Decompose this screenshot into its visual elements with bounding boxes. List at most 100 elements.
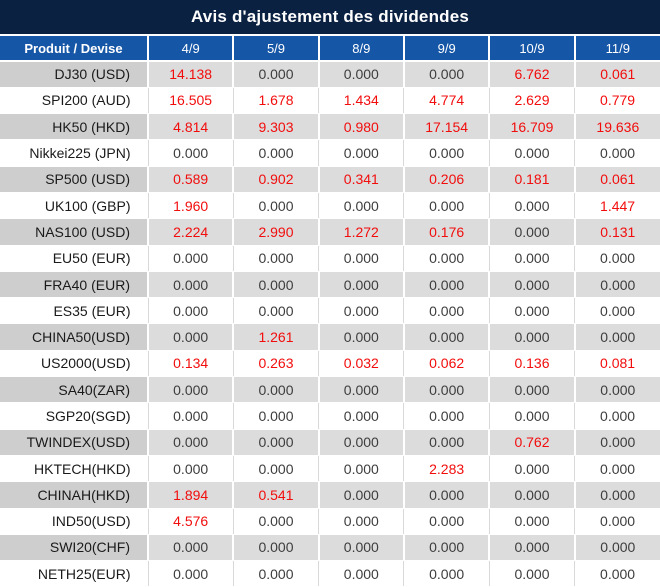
value-cell: 0.061 xyxy=(574,61,660,88)
table-body: DJ30 (USD) 14.138 0.000 0.000 0.000 6.762 0.06… xyxy=(0,61,660,587)
table-row: HKTECH(HKD) 0.000 0.000 0.000 2.283 0.000 0.00… xyxy=(0,455,660,483)
value-cell: 0.000 xyxy=(403,508,490,535)
value-cell: 0.000 xyxy=(489,560,576,587)
value-cell: 0.000 xyxy=(574,455,660,483)
value-cell: 0.000 xyxy=(233,61,320,88)
value-cell: 0.000 xyxy=(574,508,660,535)
column-header-date-1: 4/9 xyxy=(148,36,235,62)
value-cell: 0.000 xyxy=(574,481,660,509)
product-cell: HK50 (HKD) xyxy=(0,113,149,141)
value-cell: 0.000 xyxy=(403,139,490,167)
value-cell: 0.000 xyxy=(403,429,491,456)
value-cell: 0.061 xyxy=(574,166,660,193)
value-cell: 2.224 xyxy=(148,218,235,246)
value-cell: 0.000 xyxy=(489,271,576,299)
value-cell: 2.990 xyxy=(233,218,320,246)
value-cell: 6.762 xyxy=(489,61,576,88)
value-cell: 0.000 xyxy=(148,323,235,351)
value-cell: 0.000 xyxy=(148,139,234,167)
value-cell: 0.000 xyxy=(233,402,320,430)
value-cell: 0.000 xyxy=(148,271,235,299)
table-row: SA40(ZAR) 0.000 0.000 0.000 0.000 0.000 0.000 xyxy=(0,376,660,404)
table-row: SGP20(SGD) 0.000 0.000 0.000 0.000 0.000 0.000 xyxy=(0,402,660,430)
value-cell: 0.541 xyxy=(233,481,320,509)
product-cell: NETH25(EUR) xyxy=(0,560,149,587)
product-cell: ES35 (EUR) xyxy=(0,297,149,325)
value-cell: 0.000 xyxy=(318,560,405,587)
value-cell: 16.505 xyxy=(148,87,234,115)
table-row: US2000(USD) 0.134 0.263 0.032 0.062 0.136 0.08… xyxy=(0,350,660,378)
value-cell: 0.000 xyxy=(403,61,491,88)
value-cell: 0.000 xyxy=(318,455,405,483)
value-cell: 0.000 xyxy=(403,560,490,587)
value-cell: 0.000 xyxy=(574,402,660,430)
product-cell: SP500 (USD) xyxy=(0,166,149,193)
column-header-date-3: 8/9 xyxy=(318,36,405,62)
table-row: SWI20(CHF) 0.000 0.000 0.000 0.000 0.000 0.000 xyxy=(0,534,660,562)
value-cell: 0.000 xyxy=(489,481,576,509)
value-cell: 0.000 xyxy=(148,402,234,430)
value-cell: 1.447 xyxy=(574,192,660,220)
value-cell: 0.000 xyxy=(574,376,660,404)
value-cell: 0.176 xyxy=(403,218,491,246)
value-cell: 0.000 xyxy=(233,534,320,562)
value-cell: 0.000 xyxy=(403,402,490,430)
dividends-table: Produit / Devise 4/9 5/9 8/9 9/9 10/9 11… xyxy=(0,36,660,587)
value-cell: 1.960 xyxy=(148,192,234,220)
column-header-product: Produit / Devise xyxy=(0,36,149,62)
value-cell: 0.000 xyxy=(574,139,660,167)
value-cell: 0.081 xyxy=(574,350,660,378)
value-cell: 0.000 xyxy=(489,139,576,167)
table-row: CHINA50(USD) 0.000 1.261 0.000 0.000 0.000 0.0… xyxy=(0,323,660,351)
value-cell: 0.000 xyxy=(574,429,660,456)
table-row: DJ30 (USD) 14.138 0.000 0.000 0.000 6.762 0.06… xyxy=(0,61,660,88)
value-cell: 2.283 xyxy=(403,455,490,483)
value-cell: 0.134 xyxy=(148,350,234,378)
value-cell: 0.000 xyxy=(574,297,660,325)
value-cell: 16.709 xyxy=(489,113,576,141)
value-cell: 0.341 xyxy=(318,166,405,193)
table-row: SP500 (USD) 0.589 0.902 0.341 0.206 0.181 0.06… xyxy=(0,166,660,193)
value-cell: 1.272 xyxy=(318,218,405,246)
value-cell: 0.000 xyxy=(233,376,320,404)
table-header-row: Produit / Devise 4/9 5/9 8/9 9/9 10/9 11… xyxy=(0,36,660,62)
value-cell: 0.000 xyxy=(318,271,405,299)
value-cell: 0.000 xyxy=(148,455,234,483)
value-cell: 0.000 xyxy=(233,192,320,220)
table-row: NETH25(EUR) 0.000 0.000 0.000 0.000 0.000 0.00… xyxy=(0,560,660,587)
value-cell: 0.000 xyxy=(148,429,235,456)
title-bar: Avis d'ajustement des dividendes xyxy=(0,0,660,36)
value-cell: 0.000 xyxy=(233,139,320,167)
value-cell: 0.181 xyxy=(489,166,576,193)
value-cell: 0.000 xyxy=(403,297,490,325)
value-cell: 0.000 xyxy=(233,429,320,456)
value-cell: 0.136 xyxy=(489,350,576,378)
value-cell: 0.000 xyxy=(233,560,320,587)
value-cell: 0.000 xyxy=(318,245,405,272)
page-title: Avis d'ajustement des dividendes xyxy=(190,7,470,26)
value-cell: 0.000 xyxy=(574,245,660,272)
value-cell: 0.032 xyxy=(318,350,405,378)
table-row: NAS100 (USD) 2.224 2.990 1.272 0.176 0.000 0.1… xyxy=(0,218,660,246)
value-cell: 0.000 xyxy=(318,376,405,404)
value-cell: 0.000 xyxy=(318,481,405,509)
value-cell: 0.000 xyxy=(233,297,320,325)
value-cell: 4.814 xyxy=(148,113,235,141)
table-row: TWINDEX(USD) 0.000 0.000 0.000 0.000 0.762 0.0… xyxy=(0,429,660,456)
product-cell: Nikkei225 (JPN) xyxy=(0,139,149,167)
value-cell: 0.000 xyxy=(318,508,405,535)
product-cell: TWINDEX(USD) xyxy=(0,429,149,456)
value-cell: 1.434 xyxy=(318,87,405,115)
product-cell: UK100 (GBP) xyxy=(0,192,149,220)
product-cell: IND50(USD) xyxy=(0,508,149,535)
column-header-date-2: 5/9 xyxy=(233,36,320,62)
table-row: ES35 (EUR) 0.000 0.000 0.000 0.000 0.000 0.000 xyxy=(0,297,660,325)
value-cell: 0.000 xyxy=(489,402,576,430)
value-cell: 0.000 xyxy=(318,61,405,88)
value-cell: 0.000 xyxy=(318,429,405,456)
value-cell: 0.000 xyxy=(403,245,490,272)
value-cell: 4.774 xyxy=(403,87,490,115)
value-cell: 0.779 xyxy=(574,87,660,115)
value-cell: 0.762 xyxy=(489,429,576,456)
product-cell: SA40(ZAR) xyxy=(0,376,149,404)
